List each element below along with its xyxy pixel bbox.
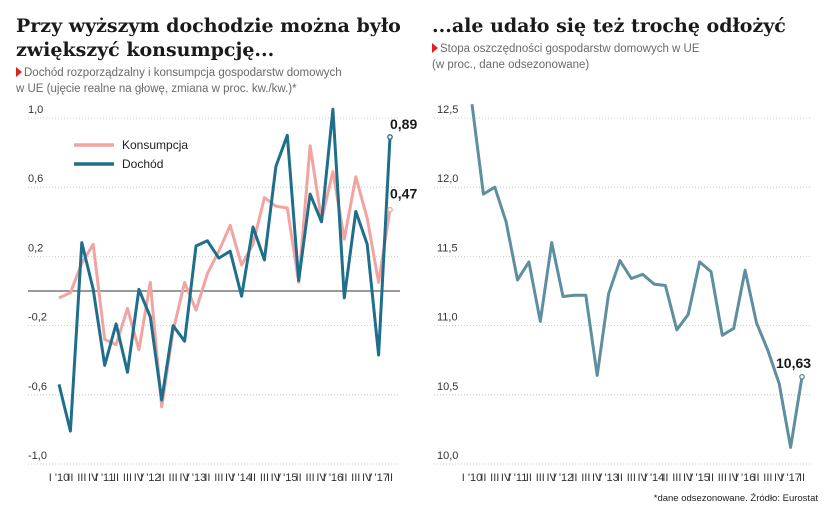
x-tick-label: IV	[134, 472, 145, 484]
x-tick-label: I '15	[277, 472, 297, 484]
value-label: 0,89	[390, 116, 417, 132]
x-tick-label: II	[526, 472, 532, 484]
x-tick-label: II	[67, 472, 73, 484]
x-tick-label: IV	[546, 472, 557, 484]
left-subtitle-line1: Dochód rozporządzalny i konsumpcja gospo…	[24, 67, 342, 79]
x-tick-label: II	[387, 472, 393, 484]
x-tick-label: II	[571, 472, 577, 484]
x-tick-label: III	[581, 472, 590, 484]
legend-label: Konsumpcja	[122, 138, 188, 152]
x-tick-label: II	[250, 472, 256, 484]
right-subtitle-line1: Stopa oszczędności gospodarstw domowych …	[440, 43, 700, 55]
left-chart-title: Przy wyższym dochodzie można było zwięks…	[16, 15, 401, 61]
x-tick-label: I '17	[368, 472, 388, 484]
x-tick-label: III	[169, 472, 178, 484]
y-tick-label: -0,2	[28, 312, 47, 324]
x-tick-label: I '13	[186, 472, 206, 484]
x-tick-label: II	[799, 472, 805, 484]
x-tick-label: IV	[225, 472, 236, 484]
source-note: *dane odsezonowane. Źródło: Eurostat	[653, 493, 818, 504]
x-tick-label: IV	[501, 472, 512, 484]
x-tick-label: I '16	[735, 472, 755, 484]
end-point-marker	[387, 206, 393, 213]
x-tick-label: II	[480, 472, 486, 484]
x-tick-label: I '14	[231, 472, 251, 484]
x-tick-label: IV	[179, 472, 190, 484]
x-tick-label: III	[672, 472, 681, 484]
y-tick-label: 12,5	[437, 104, 458, 116]
left-subtitle-line2: w UE (ujęcie realne na głowę, zmiana w p…	[16, 83, 297, 95]
value-label: 10,63	[776, 355, 811, 371]
y-tick-label: -0,6	[28, 381, 47, 393]
x-tick-label: II	[617, 472, 623, 484]
legend-label: Dochód	[122, 157, 163, 171]
x-tick-label: II	[113, 472, 119, 484]
x-tick-label: I '11	[508, 472, 528, 484]
x-tick-label: II	[341, 472, 347, 484]
x-tick-label: I '10	[49, 472, 69, 484]
x-tick-label: IV	[88, 472, 99, 484]
x-tick-label: I '16	[323, 472, 343, 484]
value-label: 0,47	[390, 186, 417, 202]
y-tick-label: 10,5	[437, 381, 458, 393]
y-tick-label: 11,5	[437, 242, 458, 254]
x-tick-label: III	[123, 472, 132, 484]
x-tick-label: I '13	[598, 472, 618, 484]
x-tick-label: IV	[592, 472, 603, 484]
x-tick-label: III	[718, 472, 727, 484]
x-tick-label: I '10	[462, 472, 482, 484]
y-tick-label: 10,0	[437, 450, 458, 462]
y-tick-label: 12,0	[437, 173, 458, 185]
left-chart-subtitle: Dochód rozporządzalny i konsumpcja gospo…	[16, 65, 416, 97]
x-tick-label: III	[627, 472, 636, 484]
right-subtitle-line2: (w proc., dane odsezonowane)	[432, 59, 590, 71]
series-line-0	[470, 104, 804, 449]
x-tick-label: II	[204, 472, 210, 484]
x-tick-label: III	[536, 472, 545, 484]
x-tick-label: IV	[271, 472, 282, 484]
end-point-marker	[799, 373, 805, 380]
red-triangle-icon	[432, 43, 438, 53]
right-chart-title: ...ale udało się też trochę odłożyć	[432, 15, 786, 37]
x-tick-label: IV	[683, 472, 694, 484]
x-tick-label: II	[296, 472, 302, 484]
x-tick-label: IV	[774, 472, 785, 484]
x-tick-label: I '17	[780, 472, 800, 484]
x-tick-label: III	[306, 472, 315, 484]
y-tick-label: -1,0	[28, 450, 47, 462]
red-triangle-icon	[16, 67, 22, 77]
x-tick-label: II	[753, 472, 759, 484]
right-chart-subtitle: Stopa oszczędności gospodarstw domowych …	[432, 41, 822, 73]
x-tick-label: I '14	[644, 472, 664, 484]
x-tick-label: I '11	[95, 472, 115, 484]
x-tick-label: IV	[637, 472, 648, 484]
y-tick-label: 0,2	[28, 242, 43, 254]
x-tick-label: III	[351, 472, 360, 484]
x-tick-label: III	[77, 472, 86, 484]
series-line-1	[57, 107, 392, 433]
x-tick-label: I '12	[140, 472, 160, 484]
x-tick-label: IV	[729, 472, 740, 484]
x-tick-label: II	[708, 472, 714, 484]
x-tick-label: IV	[362, 472, 373, 484]
x-tick-label: IV	[316, 472, 327, 484]
x-tick-label: III	[763, 472, 772, 484]
end-point-marker	[387, 134, 393, 140]
x-tick-label: III	[490, 472, 499, 484]
x-tick-label: II	[159, 472, 165, 484]
x-tick-label: III	[214, 472, 223, 484]
y-tick-label: 1,0	[28, 104, 43, 116]
x-tick-label: III	[260, 472, 269, 484]
x-tick-label: I '12	[553, 472, 573, 484]
y-tick-label: 0,6	[28, 173, 43, 185]
series-line-0	[58, 144, 392, 409]
x-tick-label: II	[662, 472, 668, 484]
y-tick-label: 11,0	[437, 312, 458, 324]
x-tick-label: I '15	[689, 472, 709, 484]
